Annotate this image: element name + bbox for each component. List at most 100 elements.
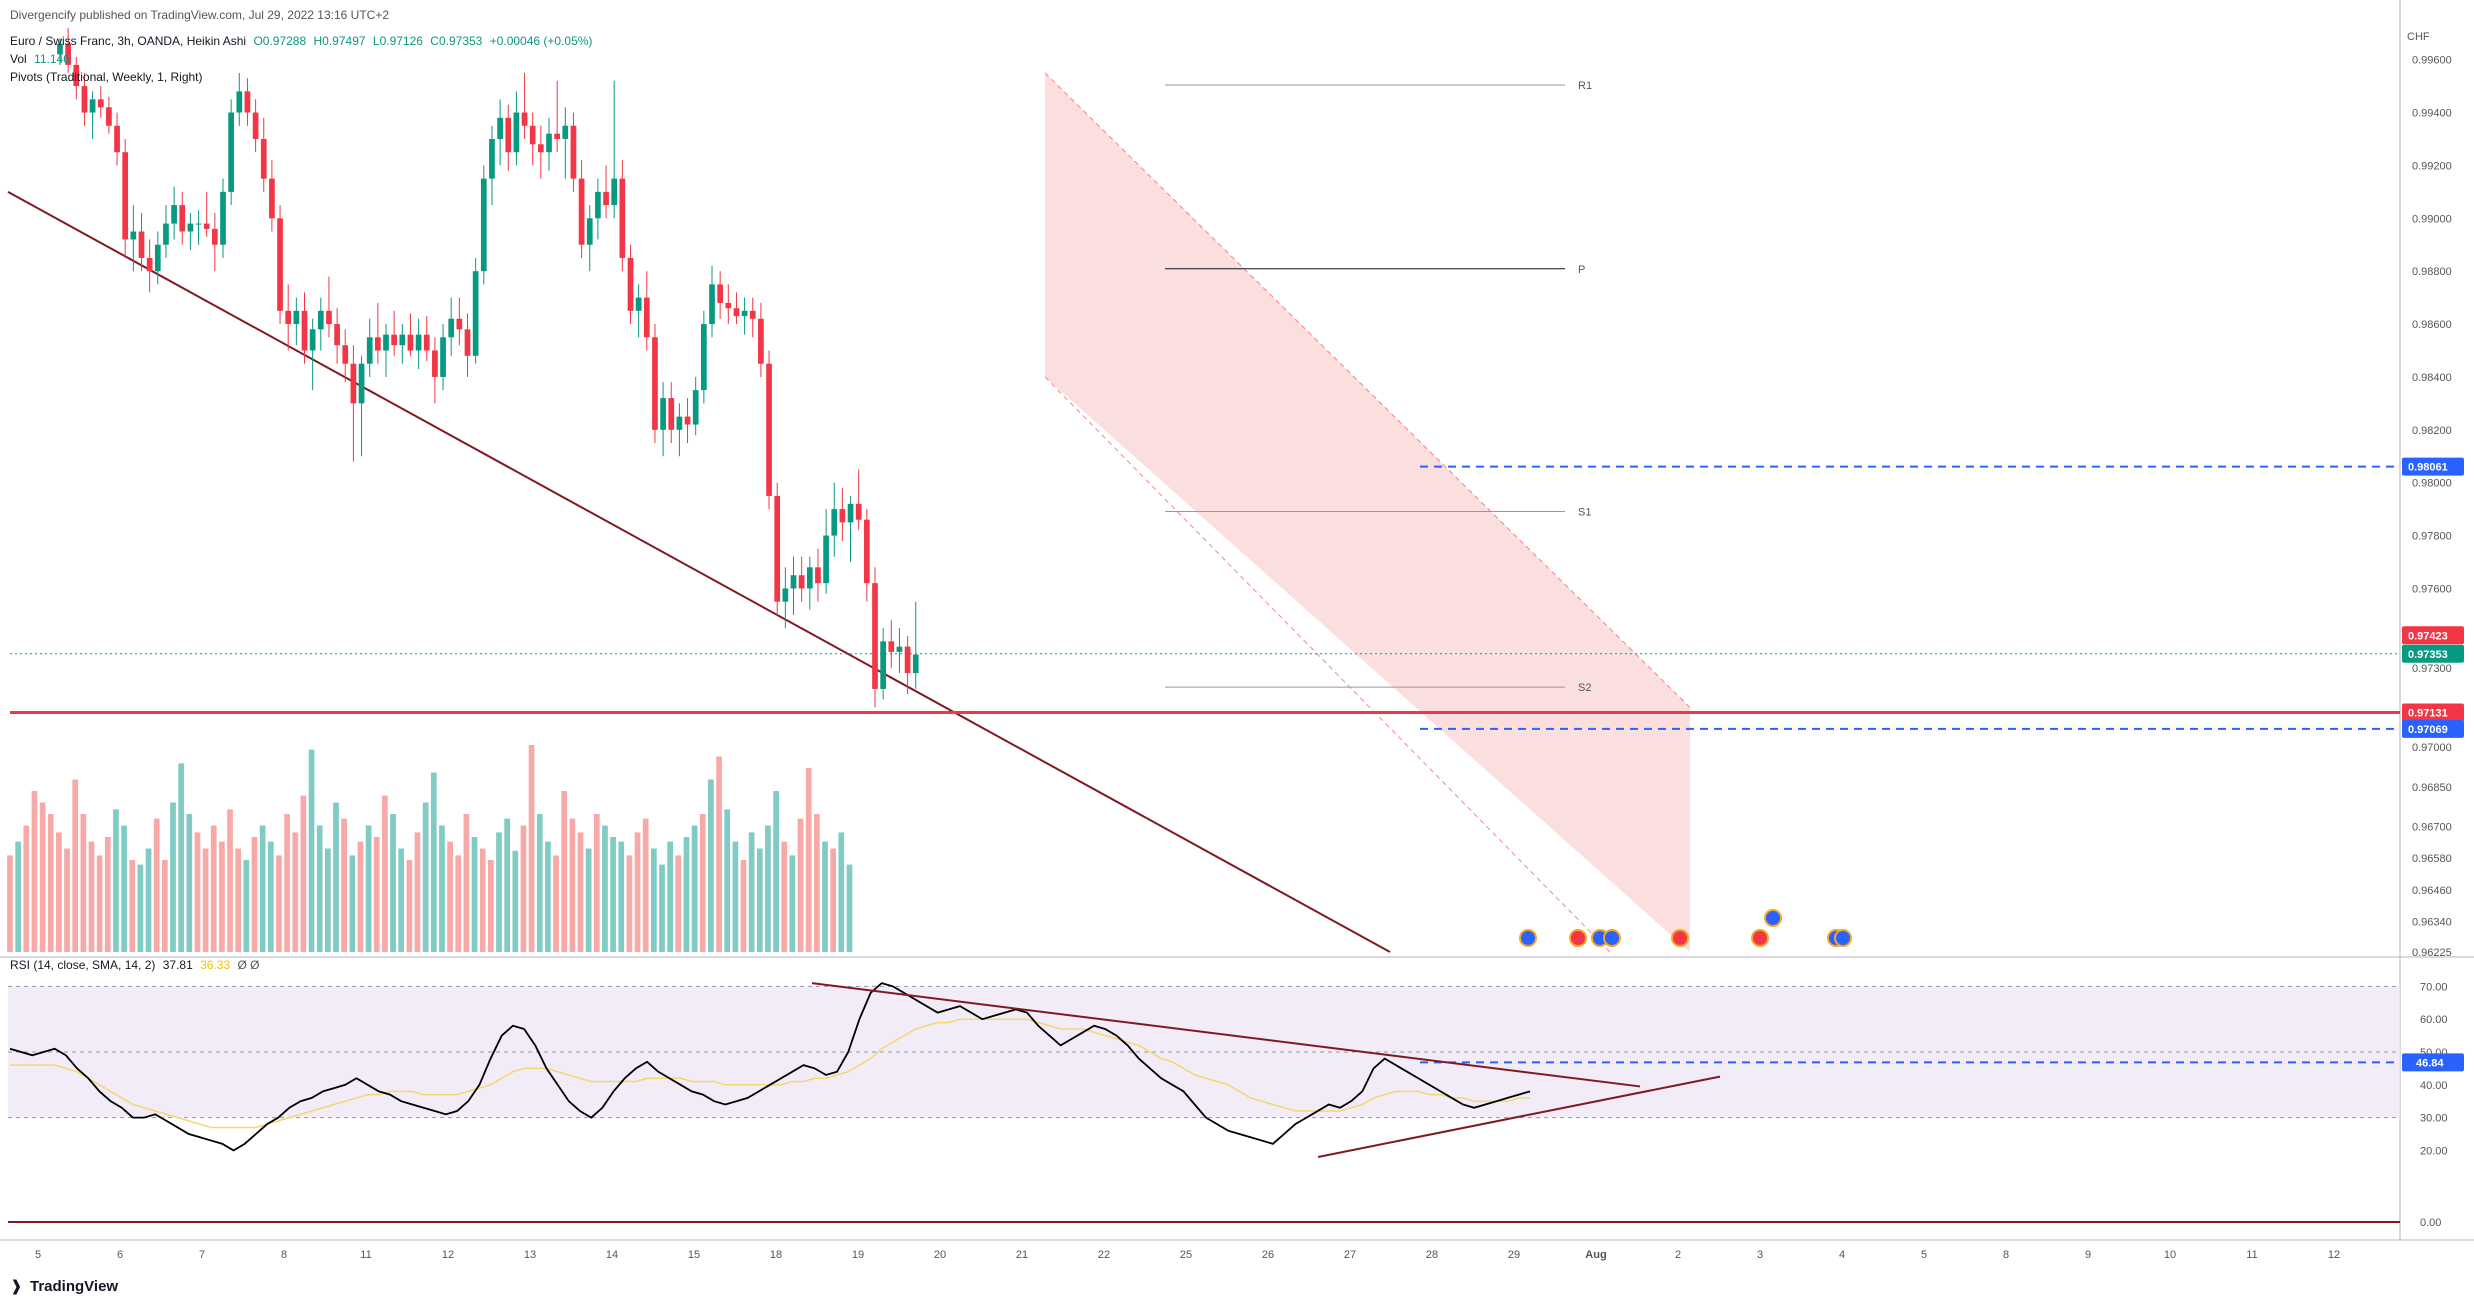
price-label-box (2402, 644, 2464, 663)
currency-label: CHF (2407, 31, 2430, 43)
volume-bar (699, 814, 706, 952)
candle-body (415, 334, 422, 351)
volume-bar (161, 860, 168, 952)
volume-bar (292, 832, 299, 952)
candle-body (815, 567, 821, 584)
candle-body (269, 178, 275, 219)
pivot-label: P (1578, 264, 1585, 276)
candle-body (350, 363, 357, 404)
volume-bar (153, 818, 160, 952)
candle-body (228, 112, 235, 192)
volume-bar (357, 841, 364, 952)
candle-body (806, 567, 813, 589)
volume-bar (773, 791, 779, 952)
candle-body (798, 575, 805, 589)
candle-body (73, 64, 80, 87)
volume-bar (439, 825, 445, 952)
volume-bar (797, 818, 804, 952)
candle-body (138, 231, 145, 258)
price-tick-label: 0.99000 (2412, 213, 2452, 225)
ohlc-high: H0.97497 (313, 34, 366, 48)
time-tick-label: 26 (1262, 1249, 1274, 1261)
candle-body (684, 416, 691, 425)
volume-bar (341, 818, 348, 952)
candle-body (440, 337, 446, 377)
candle-body (782, 588, 789, 602)
price-label-text: 0.98061 (2408, 462, 2448, 474)
volume-bar (64, 848, 70, 952)
candle-body (81, 86, 88, 113)
rsi-sma-value: 36.33 (200, 958, 231, 972)
channel-upper (1044, 72, 1691, 708)
candle-body (766, 363, 772, 496)
candle-body (537, 144, 544, 153)
time-tick-label: 2 (1675, 1249, 1681, 1261)
price-tick-label: 0.97000 (2412, 742, 2452, 754)
candle-body (497, 117, 503, 139)
candle-body (326, 310, 332, 325)
price-tick-label: 0.99200 (2412, 160, 2452, 172)
candle-body (595, 191, 601, 219)
volume-bar (243, 860, 250, 952)
time-tick-label: 9 (2085, 1249, 2091, 1261)
volume-bar (618, 841, 625, 952)
candle-body (676, 416, 683, 430)
candle-body (847, 503, 854, 523)
volume-bar (145, 848, 152, 952)
price-tick-label: 0.98400 (2412, 372, 2452, 384)
volume-bar (593, 814, 600, 952)
price-label-text: 0.97423 (2408, 630, 2448, 642)
time-tick-label: 22 (1098, 1249, 1110, 1261)
rsi-value: 37.81 (162, 958, 193, 972)
volume-bar (724, 809, 731, 952)
volume-bar (104, 837, 111, 952)
candle-body (489, 138, 495, 179)
volume-bar (251, 837, 258, 952)
volume-bar (626, 855, 633, 952)
pivot-label: S2 (1578, 682, 1591, 694)
time-tick-label: 12 (442, 1249, 454, 1261)
volume-bar (235, 848, 242, 952)
volume-bar (830, 848, 837, 952)
volume-bar (219, 841, 225, 952)
volume-bar (96, 855, 103, 952)
price-tick-label: 0.98800 (2412, 266, 2452, 278)
candle-body (733, 308, 740, 317)
candle-body (912, 654, 919, 674)
candle-body (89, 99, 96, 113)
tradingview-logo[interactable]: ❱ TradingView (10, 1278, 119, 1295)
time-tick-label: Aug (1585, 1249, 1606, 1261)
volume-bar (284, 814, 290, 952)
candle-body (179, 205, 186, 232)
candle-body (122, 152, 129, 240)
earnings-icon-6 (1751, 929, 1769, 947)
candle-body (342, 345, 349, 364)
volume-bar (23, 825, 30, 952)
price-tick-label: 0.98200 (2412, 425, 2452, 437)
volume-bar (121, 825, 127, 952)
rsi-tick-label: 30.00 (2420, 1113, 2448, 1125)
candle-body (154, 244, 161, 272)
price-label-box (2402, 457, 2464, 476)
candle-body (285, 310, 292, 325)
volume-bar (390, 814, 396, 952)
volume-bar (691, 825, 698, 952)
candle-body (399, 334, 406, 346)
candle-body (880, 641, 887, 689)
candle-body (374, 337, 381, 351)
time-tick-label: 20 (934, 1249, 946, 1261)
volume-bar (7, 855, 13, 952)
volume-bar (259, 825, 266, 952)
volume-bar (634, 832, 641, 952)
rsi-legend: RSI (14, close, SMA, 14, 2) 37.81 36.33 … (10, 958, 264, 972)
candle-body (863, 519, 870, 584)
volume-bar (683, 837, 690, 952)
rsi-label-box (2402, 1053, 2464, 1072)
candle-body (570, 125, 577, 179)
price-tick-label: 0.97600 (2412, 583, 2452, 595)
price-tick-label: 0.97300 (2412, 663, 2452, 675)
price-label-box (2402, 703, 2464, 722)
ohlc-change: +0.00046 (+0.05%) (489, 34, 593, 48)
volume-bar (610, 837, 616, 952)
